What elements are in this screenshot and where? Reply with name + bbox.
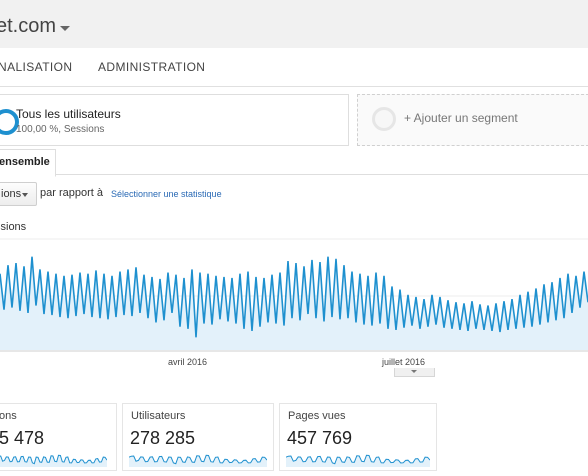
chart-legend-label: ssions [0,221,27,233]
segment-title: Tous les utilisateurs [16,107,121,121]
metric-dropdown-label: ions [1,188,22,200]
property-title[interactable]: et.com [0,15,57,37]
select-metric-link[interactable]: Sélectionner une statistique [111,189,222,199]
series-area [0,256,588,350]
stat-card-pageviews[interactable]: Pages vues 457 769 [279,403,437,471]
stat-value: 278 285 [130,428,196,448]
main-nav: NALISATION ADMINISTRATION [0,48,588,87]
tabs-divider [0,174,588,175]
nav-personnalisation[interactable]: NALISATION [0,60,73,74]
sparkline-area [129,455,267,467]
empty-segment-icon [372,107,396,131]
chevron-down-icon [411,370,417,373]
sessions-chart[interactable] [0,238,588,352]
sparkline [286,454,430,467]
compare-label: par rapport à [40,187,103,199]
stat-label: ons [0,410,17,422]
stat-label: Utilisateurs [131,410,186,422]
top-bar: et.com [0,0,588,49]
sparkline-area [0,455,107,467]
stat-label: Pages vues [288,410,346,422]
sparkline [129,454,267,467]
series-line [0,256,588,338]
segment-subtitle: 100,00 %, Sessions [16,124,105,135]
add-segment-label: + Ajouter un segment [404,111,518,125]
stat-value: 5 478 [0,428,45,448]
x-tick-label: avril 2016 [168,357,208,367]
tab-overview-label: ensemble [0,156,50,168]
sparkline [0,454,107,467]
segment-circle-icon [0,109,19,135]
sparkline-line [129,454,267,465]
stat-card-sessions[interactable]: ons 5 478 [0,403,117,471]
stat-card-users[interactable]: Utilisateurs 278 285 [122,403,274,471]
sparkline-area [286,455,430,467]
chevron-down-icon [22,193,28,197]
tab-overview[interactable]: ensemble [0,149,56,177]
chart-collapse-handle[interactable] [394,368,435,377]
nav-administration[interactable]: ADMINISTRATION [98,60,206,74]
chevron-down-icon[interactable] [60,26,70,31]
stat-value: 457 769 [287,428,353,448]
segment-all-users[interactable]: Tous les utilisateurs 100,00 %, Sessions [0,94,349,146]
sparkline-line [286,454,430,465]
x-tick-label: juillet 2016 [382,357,426,367]
add-segment-button[interactable]: + Ajouter un segment [357,94,588,146]
metric-dropdown[interactable]: ions [0,182,37,206]
sparkline-line [0,454,107,465]
